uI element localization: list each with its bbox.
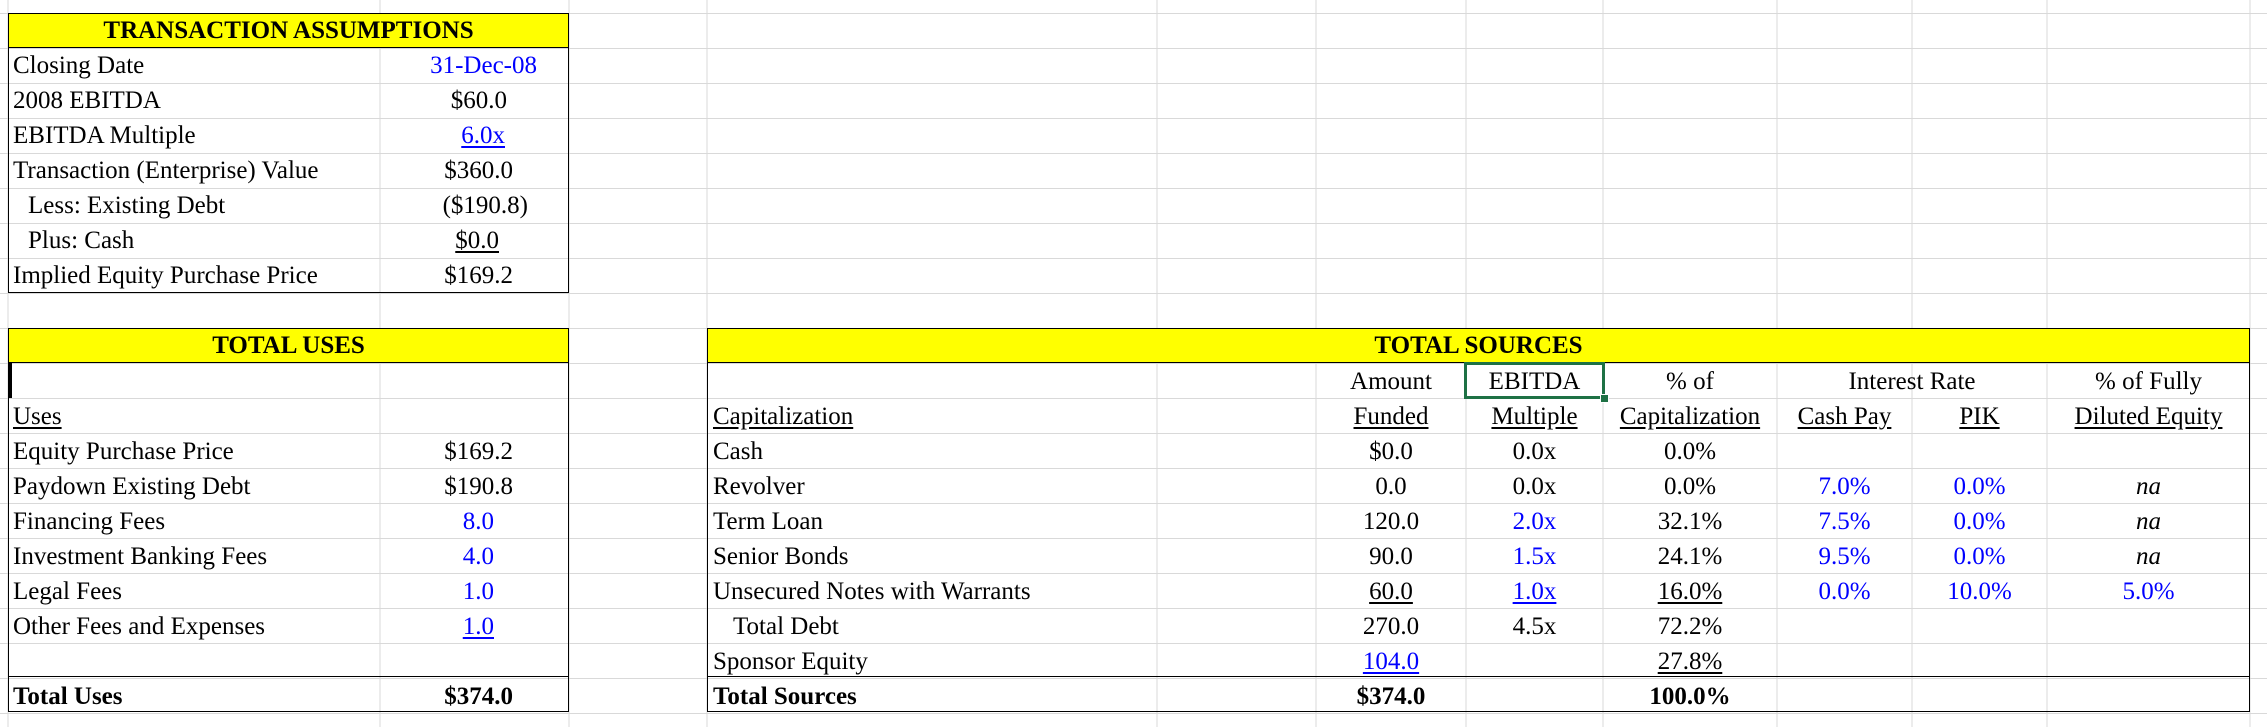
cell-implied-equity-label[interactable]: Implied Equity Purchase Price [13, 262, 318, 289]
source-total-debt-multiple[interactable]: 4.5x [1512, 613, 1557, 640]
col-ebitda-header-1: EBITDA [1488, 368, 1581, 395]
col-capitalization-header: Capitalization [713, 403, 854, 430]
cell-closing-date-value[interactable]: 31-Dec-08 [430, 52, 537, 79]
source-row-fd[interactable]: na [2136, 473, 2161, 500]
uses-row-label[interactable]: Paydown Existing Debt [13, 473, 251, 500]
source-row-label[interactable]: Revolver [713, 473, 805, 500]
col-fd-header-2: Diluted Equity [2074, 403, 2223, 430]
source-row-pct[interactable]: 27.8% [1657, 648, 1723, 675]
source-row-pct[interactable]: 0.0% [1663, 473, 1717, 500]
uses-row-value[interactable]: $169.2 [444, 438, 513, 465]
sources-title: TOTAL SOURCES [1374, 332, 1583, 359]
source-row-pct[interactable]: 0.0% [1663, 438, 1717, 465]
col-ebitda-header-2: Multiple [1491, 403, 1578, 430]
col-interest-header: Interest Rate [1848, 368, 1976, 395]
source-row-amount[interactable]: 120.0 [1362, 508, 1420, 535]
source-row-fd[interactable]: na [2136, 543, 2161, 570]
source-row-pik[interactable]: 0.0% [1953, 543, 2006, 570]
source-row-pik[interactable]: 0.0% [1953, 508, 2006, 535]
uses-row-label[interactable]: Financing Fees [13, 508, 166, 535]
sources-total-pct[interactable]: 100.0% [1649, 683, 1731, 710]
source-row-pct[interactable]: 32.1% [1657, 508, 1723, 535]
source-row-fd[interactable]: na [2136, 508, 2161, 535]
source-row-fd[interactable]: 5.0% [2122, 578, 2175, 605]
cell-ebitda-multiple-label[interactable]: EBITDA Multiple [13, 122, 196, 149]
source-row-multiple[interactable]: 2.0x [1512, 508, 1557, 535]
source-row-label[interactable]: Cash [713, 438, 763, 465]
sources-total-label[interactable]: Total Sources [713, 683, 857, 710]
source-row-pik[interactable]: 0.0% [1953, 473, 2006, 500]
col-pct-header-2: Capitalization [1619, 403, 1761, 430]
assumptions-header: TRANSACTION ASSUMPTIONS [8, 13, 569, 48]
uses-row-value[interactable]: 4.0 [462, 543, 494, 570]
cell-existing-debt-value[interactable]: ($190.8) [442, 192, 528, 219]
source-row-label[interactable]: Sponsor Equity [713, 648, 868, 675]
selected-cell[interactable] [1464, 362, 1605, 399]
source-row-cashpay[interactable]: 7.0% [1818, 473, 1871, 500]
source-row-multiple[interactable]: 1.0x [1512, 578, 1557, 605]
cell-ebitda-2008-value[interactable]: $60.0 [450, 87, 507, 114]
uses-total-label[interactable]: Total Uses [13, 683, 123, 710]
selection-fill-handle[interactable] [1600, 394, 1609, 403]
uses-left-accent [9, 363, 12, 398]
col-cashpay-header: Cash Pay [1797, 403, 1892, 430]
uses-row-label[interactable]: Investment Banking Fees [13, 543, 268, 570]
uses-total-value[interactable]: $374.0 [444, 683, 513, 710]
col-pik-header: PIK [1959, 403, 2000, 430]
source-row-label[interactable]: Unsecured Notes with Warrants [713, 578, 1031, 605]
uses-column-header: Uses [13, 403, 62, 430]
col-fd-header-1: % of Fully [2095, 368, 2202, 395]
uses-row-value[interactable]: 8.0 [462, 508, 494, 535]
source-row-label[interactable]: Term Loan [713, 508, 824, 535]
cell-enterprise-value-label[interactable]: Transaction (Enterprise) Value [13, 157, 319, 184]
source-row-cashpay[interactable]: 0.0% [1818, 578, 1871, 605]
cell-plus-cash-label[interactable]: Plus: Cash [28, 227, 135, 254]
sources-total-rule [707, 676, 2250, 677]
uses-row-value[interactable]: 1.0 [462, 578, 494, 605]
cell-plus-cash-value[interactable]: $0.0 [455, 227, 499, 254]
col-amount-header-1: Amount [1350, 368, 1432, 395]
source-row-pct[interactable]: 24.1% [1657, 543, 1723, 570]
cell-ebitda-2008-label[interactable]: 2008 EBITDA [13, 87, 161, 114]
sources-total-amount[interactable]: $374.0 [1356, 683, 1426, 710]
source-row-amount[interactable]: 0.0 [1375, 473, 1407, 500]
source-row-amount[interactable]: $0.0 [1369, 438, 1413, 465]
source-row-amount[interactable]: 104.0 [1362, 648, 1420, 675]
uses-row-label[interactable]: Other Fees and Expenses [13, 613, 266, 640]
source-row-multiple[interactable]: 0.0x [1512, 473, 1557, 500]
cell-ebitda-multiple-value[interactable]: 6.0x [461, 122, 505, 149]
cell-implied-equity-value[interactable]: $169.2 [444, 262, 513, 289]
cell-enterprise-value-value[interactable]: $360.0 [444, 157, 513, 184]
uses-row-value[interactable]: $190.8 [444, 473, 513, 500]
uses-row-value[interactable]: 1.0 [462, 613, 494, 640]
sources-header: TOTAL SOURCES [707, 328, 2250, 363]
source-row-amount[interactable]: 90.0 [1369, 543, 1413, 570]
source-row-cashpay[interactable]: 9.5% [1818, 543, 1871, 570]
source-row-cashpay[interactable]: 7.5% [1818, 508, 1871, 535]
uses-total-rule [8, 676, 569, 677]
uses-header: TOTAL USES [8, 328, 569, 363]
source-total-debt-amount[interactable]: 270.0 [1362, 613, 1420, 640]
source-total-debt-label[interactable]: Total Debt [733, 613, 839, 640]
cell-existing-debt-label[interactable]: Less: Existing Debt [28, 192, 226, 219]
source-row-multiple[interactable]: 0.0x [1512, 438, 1557, 465]
cell-closing-date-label[interactable]: Closing Date [13, 52, 145, 79]
uses-row-label[interactable]: Legal Fees [13, 578, 122, 605]
source-row-pik[interactable]: 10.0% [1947, 578, 2012, 605]
source-row-pct[interactable]: 16.0% [1657, 578, 1723, 605]
source-row-label[interactable]: Senior Bonds [713, 543, 849, 570]
source-row-amount[interactable]: 60.0 [1369, 578, 1413, 605]
uses-row-label[interactable]: Equity Purchase Price [13, 438, 234, 465]
col-amount-header-2: Funded [1353, 403, 1429, 430]
source-total-debt-pct[interactable]: 72.2% [1657, 613, 1723, 640]
col-pct-header-1: % of [1666, 368, 1714, 395]
source-row-multiple[interactable]: 1.5x [1512, 543, 1557, 570]
